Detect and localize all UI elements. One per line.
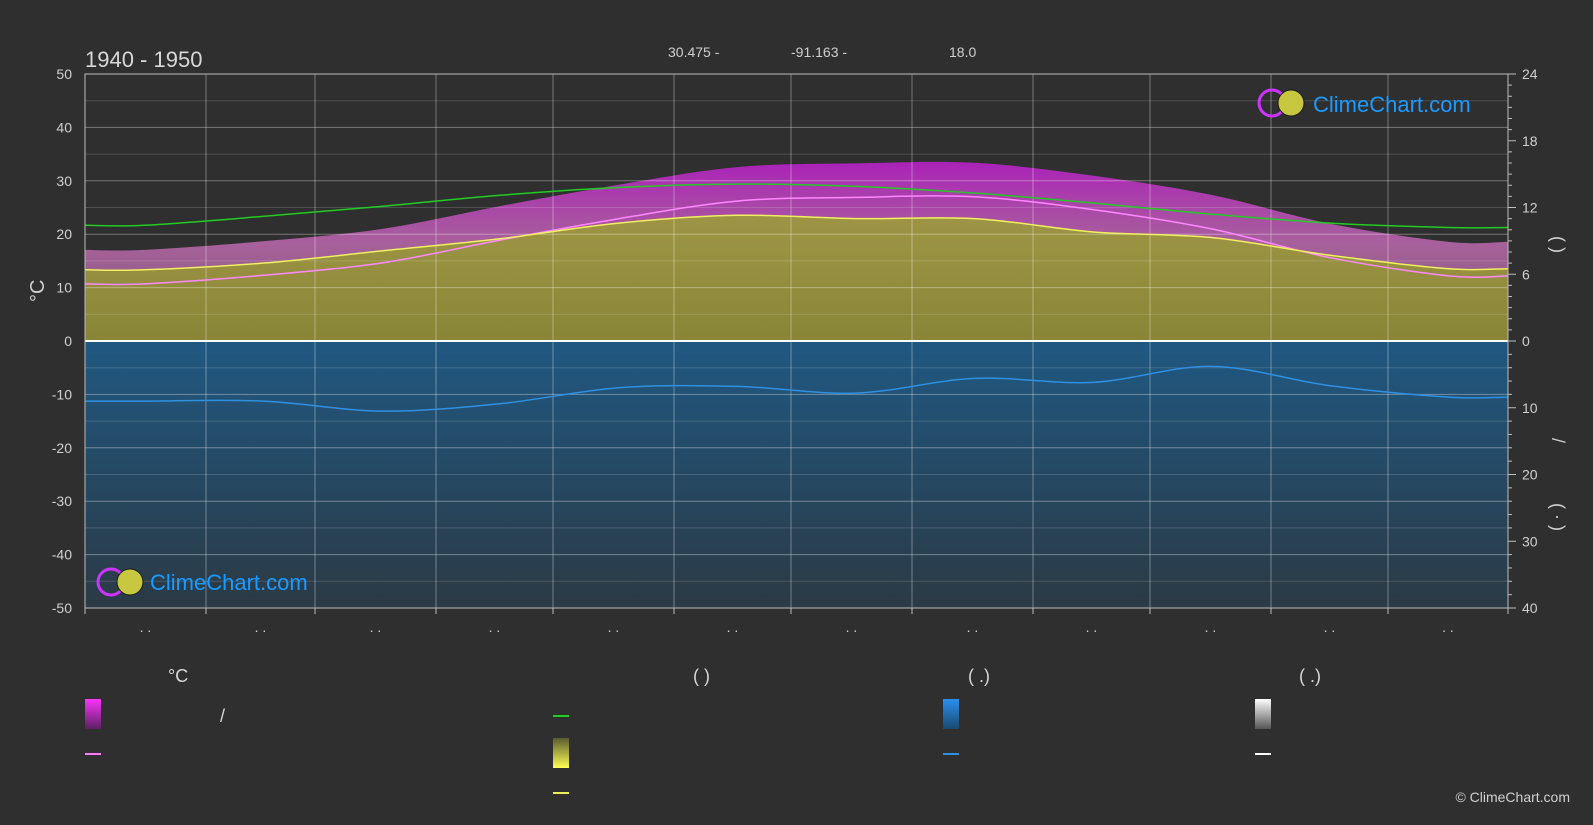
x-tick-label: . .: [967, 619, 979, 635]
x-tick-label: . .: [727, 619, 739, 635]
sunshine-area: [85, 215, 1508, 341]
brand-logo-bottom: ClimeChart.com: [96, 567, 308, 597]
left-tick-label: 0: [64, 333, 72, 349]
x-tick-label: . .: [1324, 619, 1336, 635]
right-tick-label: 6: [1522, 266, 1530, 282]
period-title: 1940 - 1950: [85, 47, 202, 72]
longitude-label: -91.163 -: [791, 44, 847, 60]
right-tick-label: 40: [1522, 600, 1538, 616]
left-tick-label: 20: [56, 226, 72, 242]
x-tick-label: . .: [1086, 619, 1098, 635]
precipitation-line: [85, 365, 1508, 412]
daylight-line: [85, 183, 1508, 229]
x-tick-label: . .: [608, 619, 620, 635]
left-tick-label: 50: [56, 66, 72, 82]
brand-text-top: ClimeChart.com: [1313, 92, 1471, 117]
brand-logo-top: ClimeChart.com: [1257, 88, 1471, 118]
left-tick-label: 30: [56, 173, 72, 189]
x-tick-label: . .: [1205, 619, 1217, 635]
right-tick-label: 10: [1522, 400, 1538, 416]
legend-col3-head: ( .): [968, 666, 990, 686]
plot-area: [85, 74, 1508, 608]
left-tick-label: -20: [52, 440, 72, 456]
left-axis-label: °C: [27, 280, 49, 302]
legend: °C ( ) ( .) ( .) /: [85, 666, 1321, 794]
right-axis-upper-label: ( ): [1548, 236, 1568, 253]
latitude-label: 30.475 -: [668, 44, 720, 60]
sunshine-line: [85, 214, 1508, 272]
right-tick-label: 0: [1522, 333, 1530, 349]
right-tick-label: 20: [1522, 467, 1538, 483]
x-tick-label: . .: [1442, 619, 1454, 635]
legend-swatch-sunshine: [553, 738, 569, 768]
x-tick-label: . .: [846, 619, 858, 635]
x-tick-label: . .: [489, 619, 501, 635]
left-tick-label: 10: [56, 280, 72, 296]
legend-col1-head: °C: [168, 666, 188, 686]
legend-col2-head: ( ): [693, 666, 710, 686]
x-tick-label: . .: [140, 619, 152, 635]
right-tick-label: 18: [1522, 133, 1538, 149]
legend-col1-item1: /: [220, 706, 225, 726]
right-axis-lower-label-2: ( · ): [1548, 503, 1568, 531]
elevation-label: 18.0: [949, 44, 976, 60]
x-tick-label: . .: [370, 619, 382, 635]
right-axis: 0 6 12 18 24 10 20 30 40: [1508, 66, 1538, 616]
left-tick-label: 40: [56, 119, 72, 135]
legend-swatch-precip: [943, 699, 959, 729]
right-axis-lower-label-1: /: [1548, 438, 1568, 443]
left-tick-label: -40: [52, 547, 72, 563]
x-tick-label: . .: [255, 619, 267, 635]
left-tick-label: -10: [52, 386, 72, 402]
right-tick-label: 12: [1522, 200, 1538, 216]
left-tick-label: -50: [52, 600, 72, 616]
copyright: © ClimeChart.com: [1455, 789, 1570, 805]
x-axis: . . . . . . . . . . . . . . . . . . . . . . . .: [84, 608, 1509, 635]
legend-swatch-temp-range: [85, 699, 101, 729]
right-tick-label: 24: [1522, 66, 1538, 82]
brand-text-bottom: ClimeChart.com: [150, 570, 308, 595]
left-axis: 50 40 30 20 10 0 -10 -20 -30 -40 -50: [52, 66, 72, 616]
right-tick-label: 30: [1522, 533, 1538, 549]
legend-swatch-snow: [1255, 699, 1271, 729]
left-tick-label: -30: [52, 493, 72, 509]
precipitation-area: [85, 341, 1508, 608]
legend-col4-head: ( .): [1299, 666, 1321, 686]
